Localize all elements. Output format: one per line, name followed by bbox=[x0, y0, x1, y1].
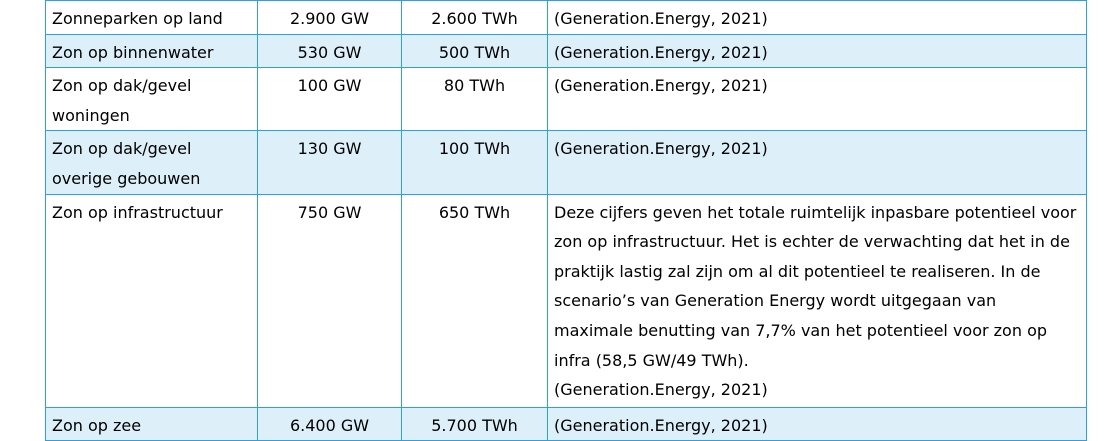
energy-table: Zonneparken op land 2.900 GW 2.600 TWh (Gen… bbox=[45, 0, 1087, 441]
table-cell: 100 GW bbox=[257, 67, 402, 132]
table-row: Zon op dak/gevel overige gebouwen 130 GW 1… bbox=[45, 130, 1087, 195]
table-cell: 130 GW bbox=[257, 130, 402, 195]
table-cell: Zon op dak/gevel woningen bbox=[45, 67, 258, 132]
table-cell: Zon op dak/gevel overige gebouwen bbox=[45, 130, 258, 195]
table-cell: 80 TWh bbox=[401, 67, 548, 132]
table-cell: 2.900 GW bbox=[257, 0, 402, 35]
table-cell: 2.600 TWh bbox=[401, 0, 548, 35]
table-cell: 650 TWh bbox=[401, 193, 548, 408]
table-cell: 500 TWh bbox=[401, 33, 548, 69]
table-row: Zon op infrastructuur 750 GW 650 TWh Deze c… bbox=[45, 193, 1087, 408]
table-cell: Deze cijfers geven het totale ruimtelijk… bbox=[547, 193, 1087, 408]
table-cell: Zon op binnenwater bbox=[45, 33, 258, 69]
table-cell: (Generation.Energy, 2021) bbox=[547, 33, 1087, 69]
table-cell: (Generation.Energy, 2021) bbox=[547, 406, 1087, 441]
cell-paragraph: (Generation.Energy, 2021) bbox=[554, 380, 768, 400]
table-cell: (Generation.Energy, 2021) bbox=[547, 130, 1087, 195]
table-cell: (Generation.Energy, 2021) bbox=[547, 67, 1087, 132]
table-cell: Zonneparken op land bbox=[45, 0, 258, 35]
table-row: Zon op zee 6.400 GW 5.700 TWh (Generation.E… bbox=[45, 406, 1087, 441]
table-cell: 750 GW bbox=[257, 193, 402, 408]
table-cell: 5.700 TWh bbox=[401, 406, 548, 441]
table-cell: 100 TWh bbox=[401, 130, 548, 195]
table-cell: (Generation.Energy, 2021) bbox=[547, 0, 1087, 35]
page: Zonneparken op land 2.900 GW 2.600 TWh (Gen… bbox=[45, 0, 1087, 441]
table-row: Zon op binnenwater 530 GW 500 TWh (Generati… bbox=[45, 33, 1087, 69]
table-body: Zonneparken op land 2.900 GW 2.600 TWh (Gen… bbox=[45, 0, 1087, 441]
cell-paragraph: Deze cijfers geven het totale ruimtelijk… bbox=[554, 202, 1077, 370]
table-row: Zonneparken op land 2.900 GW 2.600 TWh (Gen… bbox=[45, 0, 1087, 35]
table-row: Zon op dak/gevel woningen 100 GW 80 TWh (Ge… bbox=[45, 67, 1087, 132]
table-cell: 530 GW bbox=[257, 33, 402, 69]
table-cell: 6.400 GW bbox=[257, 406, 402, 441]
table-cell: Zon op infrastructuur bbox=[45, 193, 258, 408]
table-cell: Zon op zee bbox=[45, 406, 258, 441]
